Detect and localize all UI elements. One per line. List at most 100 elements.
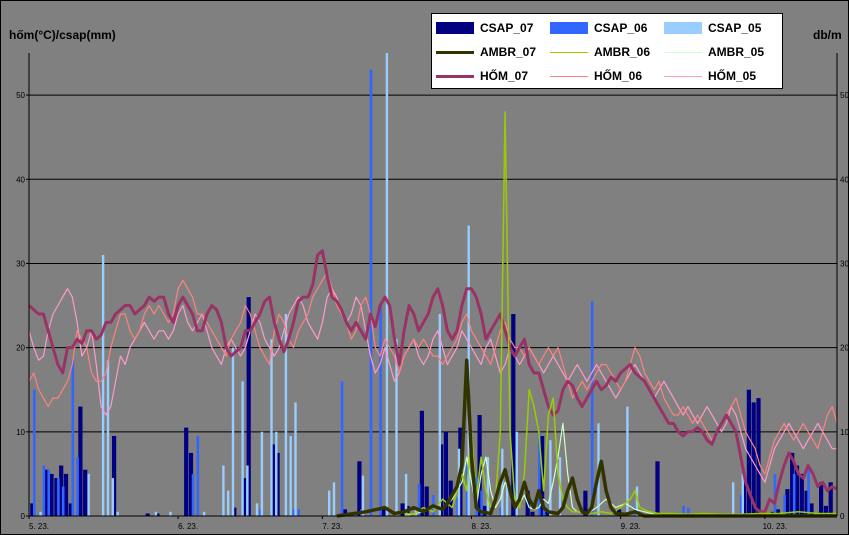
bar-csap_05 bbox=[732, 482, 735, 516]
legend-label: HŐM_07 bbox=[480, 69, 529, 83]
bar-csap_05 bbox=[741, 473, 744, 516]
legend-swatch bbox=[436, 74, 474, 78]
bar-csap_05 bbox=[505, 473, 509, 516]
y-tick-label: 30 bbox=[16, 259, 25, 268]
y-tick-label: 50 bbox=[16, 91, 25, 100]
line-hom_05 bbox=[28, 288, 837, 483]
bar-csap_06 bbox=[480, 490, 483, 516]
bar-csap_05 bbox=[222, 465, 225, 516]
bar-csap_07 bbox=[54, 478, 59, 516]
legend-item: AMBR_06 bbox=[550, 40, 664, 64]
bar-csap_07 bbox=[544, 511, 549, 516]
legend-swatch bbox=[550, 51, 588, 53]
bar-csap_05 bbox=[227, 490, 230, 516]
bar-csap_06 bbox=[456, 497, 459, 516]
y-tick-label-right: 40 bbox=[840, 175, 848, 184]
bar-csap_06 bbox=[499, 507, 503, 516]
bar-csap_05 bbox=[395, 339, 398, 516]
bar-csap_05 bbox=[260, 431, 264, 516]
bar-csap_05 bbox=[111, 478, 114, 516]
bar-csap_06 bbox=[71, 360, 75, 516]
line-ambr_07 bbox=[336, 358, 837, 518]
bar-csap_06 bbox=[61, 486, 65, 516]
bar-csap_07 bbox=[246, 297, 251, 516]
bar-csap_07 bbox=[188, 452, 194, 516]
bar-csap_05 bbox=[39, 511, 42, 516]
legend-item: AMBR_05 bbox=[664, 40, 778, 64]
bar-csap_05 bbox=[169, 511, 172, 516]
bar-csap_06 bbox=[297, 509, 301, 516]
bar-csap_06 bbox=[417, 484, 421, 516]
bar-csap_07 bbox=[819, 482, 824, 516]
bar-csap_06 bbox=[538, 431, 541, 516]
bar-csap_07 bbox=[828, 482, 833, 516]
bar-csap_07 bbox=[746, 389, 751, 516]
bar-csap_06 bbox=[191, 473, 195, 516]
legend-swatch bbox=[664, 22, 702, 34]
y-tick-label: 0 bbox=[21, 512, 26, 521]
bar-csap_07 bbox=[83, 469, 88, 516]
bar-csap_05 bbox=[270, 339, 273, 516]
bar-csap_05 bbox=[626, 406, 629, 516]
x-tick-label: 8. 23. bbox=[471, 522, 491, 531]
bar-csap_05 bbox=[361, 475, 365, 516]
y-tick-label-right: 0 bbox=[840, 512, 845, 521]
plot-area bbox=[29, 53, 837, 516]
legend-item: CSAP_07 bbox=[436, 16, 550, 40]
bar-csap_06 bbox=[792, 473, 796, 516]
bar-csap_06 bbox=[369, 69, 373, 517]
bar-csap_07 bbox=[275, 452, 280, 516]
bar-csap_05 bbox=[414, 507, 417, 516]
bar-csap_05 bbox=[101, 255, 105, 516]
bar-csap_07 bbox=[756, 398, 761, 516]
bar-csap_05 bbox=[549, 440, 552, 516]
line-ambr_06 bbox=[404, 111, 837, 516]
bar-csap_07 bbox=[63, 473, 69, 516]
chart-legend: CSAP_07 CSAP_06 CSAP_05 AMBR_07 AMBR_06 AMBR_… bbox=[431, 13, 783, 89]
y-tick-label: 10 bbox=[16, 428, 25, 437]
bar-csap_07 bbox=[775, 509, 780, 516]
bar-csap_05 bbox=[294, 402, 297, 516]
gridlines bbox=[29, 53, 837, 517]
bar-csap_07 bbox=[443, 431, 448, 516]
y-tick-label: 20 bbox=[16, 344, 25, 353]
bar-csap_05 bbox=[635, 486, 639, 516]
legend-label: AMBR_07 bbox=[480, 45, 537, 59]
legend-swatch bbox=[664, 75, 702, 77]
bar-csap_07 bbox=[49, 473, 54, 516]
bar-csap_05 bbox=[289, 436, 292, 516]
bar-csap_07 bbox=[655, 461, 660, 516]
legend-swatch bbox=[664, 51, 702, 53]
bar-csap_07 bbox=[342, 509, 347, 516]
bar-csap_07 bbox=[530, 511, 535, 516]
legend-label: AMBR_05 bbox=[708, 45, 765, 59]
bar-csap_07 bbox=[145, 513, 150, 516]
bar-csap_07 bbox=[155, 513, 160, 516]
bar-csap_06 bbox=[196, 436, 200, 516]
bar-csap_07 bbox=[357, 461, 362, 516]
x-tick-label: 7. 23. bbox=[322, 522, 342, 531]
bar-csap_05 bbox=[404, 473, 408, 516]
bar-csap_06 bbox=[292, 509, 296, 516]
y-tick-label-right: 10 bbox=[840, 428, 848, 437]
bar-csap_07 bbox=[400, 503, 405, 516]
axes: 0 0 10 10 20 20 30 30 40 40 50 50 5. 23. 6. 23. 7. 23.… bbox=[16, 53, 848, 531]
legend-item: HŐM_07 bbox=[436, 64, 550, 88]
line-ambr_05 bbox=[403, 422, 837, 517]
legend-label: HŐM_05 bbox=[708, 69, 757, 83]
legend-label: CSAP_06 bbox=[594, 21, 648, 35]
x-tick-label: 9. 23. bbox=[621, 522, 641, 531]
bar-csap_07 bbox=[751, 402, 756, 516]
bar-csap_05 bbox=[275, 431, 278, 516]
bar-csap_06 bbox=[687, 507, 690, 516]
x-tick-label: 10. 23. bbox=[763, 522, 787, 531]
bar-csap_07 bbox=[424, 486, 429, 516]
bar-csap_07 bbox=[112, 436, 117, 516]
bar-csap_06 bbox=[740, 495, 743, 516]
bar-csap_07 bbox=[381, 507, 386, 516]
bar-csap_06 bbox=[259, 509, 262, 516]
bar-csap_07 bbox=[184, 427, 189, 516]
bar-csap_07 bbox=[790, 452, 795, 516]
bar-csap_05 bbox=[332, 482, 336, 516]
